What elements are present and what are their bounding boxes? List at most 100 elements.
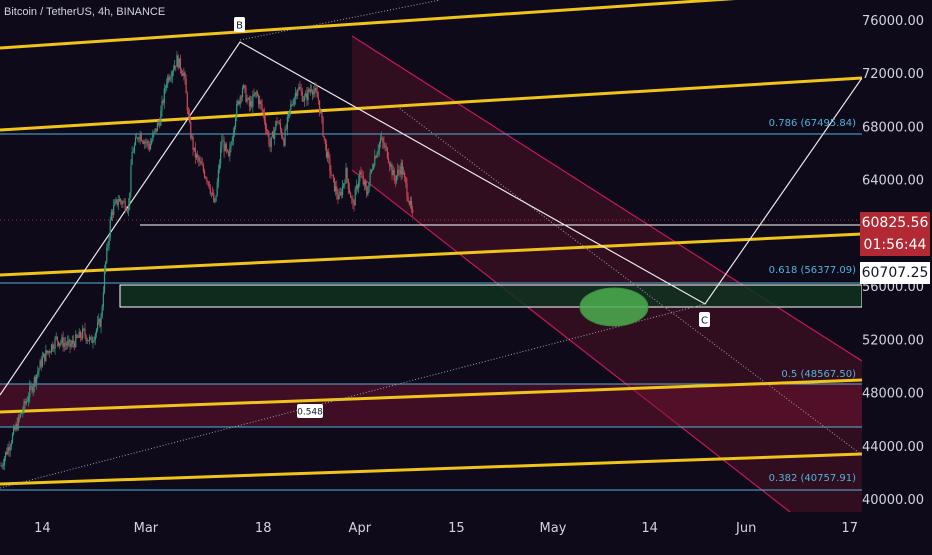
candle-body <box>377 150 379 154</box>
candle-body <box>408 201 410 205</box>
candle-body <box>312 90 314 95</box>
candle-body <box>1 465 3 467</box>
candle-body <box>333 177 336 192</box>
candle-body <box>115 199 117 202</box>
candle-body <box>235 117 237 127</box>
symbol-title[interactable]: Bitcoin / TetherUS, 4h, BINANCE <box>4 6 166 18</box>
candle-body <box>251 101 253 107</box>
candle-body <box>11 434 14 443</box>
candle-body <box>152 134 154 141</box>
x-tick-label: 18 <box>255 521 272 536</box>
x-axis[interactable]: 14 Mar 18 Apr 15 May 14 Jun 17 <box>34 521 858 536</box>
candle-body <box>239 96 241 105</box>
channel-lower-line[interactable] <box>351 169 791 512</box>
candle-body <box>133 144 135 153</box>
candle-body <box>375 156 377 158</box>
candle-body <box>192 136 194 150</box>
candle-body <box>225 143 227 150</box>
x-tick-label: Mar <box>134 521 159 536</box>
fib-label-0786: 0.786 (67495.84) <box>769 118 856 129</box>
dotted-diagonal-2[interactable] <box>239 0 441 41</box>
candle-body <box>86 340 88 342</box>
point-b-marker[interactable]: B <box>234 17 245 32</box>
candle-body <box>102 292 104 307</box>
candle-body <box>247 98 249 99</box>
candle-body <box>381 138 383 139</box>
demand-zone[interactable] <box>119 284 862 308</box>
candle-countdown-badge: 01:56:44 <box>860 234 930 256</box>
y-tick-label: 52000.00 <box>862 333 924 348</box>
candle-body <box>157 122 160 124</box>
candle-body <box>120 198 122 202</box>
candle-body <box>84 328 86 336</box>
candle-body <box>285 128 287 130</box>
candle-body <box>95 329 98 334</box>
candle-body <box>140 134 142 141</box>
candle-body <box>90 337 92 339</box>
candle-body <box>246 98 248 102</box>
candle-body <box>33 377 35 387</box>
candle-body <box>217 169 219 183</box>
candle-body <box>405 177 407 183</box>
candle-body <box>132 152 134 153</box>
candle-body <box>269 144 271 147</box>
abc-projection[interactable] <box>0 41 862 396</box>
point-c-marker[interactable]: C <box>699 312 710 327</box>
candle-body <box>209 187 211 194</box>
candle-body <box>306 93 308 101</box>
candle-body <box>274 129 276 139</box>
candle-body <box>270 136 272 147</box>
candle-body <box>159 122 161 126</box>
candle-body <box>138 138 140 140</box>
candle-body <box>258 95 260 105</box>
candle-body <box>271 131 273 137</box>
candle-body <box>230 144 232 148</box>
support-band[interactable] <box>0 384 862 427</box>
descending-channel[interactable] <box>352 36 862 512</box>
candle-body <box>353 202 355 206</box>
candle-body <box>205 177 207 179</box>
candle-body <box>45 350 47 361</box>
candle-body <box>356 185 359 189</box>
candle-body <box>339 192 341 195</box>
candle-body <box>394 179 397 182</box>
trend-line-5[interactable] <box>0 452 862 486</box>
fib-label-0382: 0.382 (40757.91) <box>769 473 856 484</box>
candle-body <box>85 335 87 341</box>
candle-body <box>401 162 403 175</box>
target-ellipse[interactable] <box>579 287 649 327</box>
candle-body <box>71 340 73 345</box>
candle-body <box>13 427 15 435</box>
candle-body <box>260 100 262 105</box>
ratio-marker[interactable]: 0.548 <box>297 404 323 418</box>
candle-body <box>335 186 337 192</box>
trend-line-2[interactable] <box>0 76 862 132</box>
candle-body <box>407 196 409 202</box>
trend-line-1[interactable] <box>0 0 862 50</box>
candle-body <box>108 237 110 245</box>
candle-body <box>51 344 53 353</box>
candle-body <box>202 165 204 172</box>
trend-line-3[interactable] <box>0 232 862 277</box>
candle-body <box>122 201 124 205</box>
candle-body <box>320 112 322 113</box>
candle-body <box>131 152 133 165</box>
candle-body <box>344 183 346 185</box>
candle-body <box>360 171 362 175</box>
dotted-diagonal-3[interactable] <box>394 104 862 456</box>
candle-body <box>25 401 27 404</box>
candle-body <box>69 339 71 347</box>
candle-body <box>412 209 414 213</box>
candle-body <box>171 71 173 77</box>
candle-body <box>307 89 309 101</box>
candle-body <box>249 101 252 107</box>
candle-body <box>198 157 200 162</box>
trend-line-4[interactable] <box>0 378 862 414</box>
candle-body <box>28 397 30 401</box>
y-tick-label: 40000.00 <box>862 493 924 508</box>
candle-body <box>72 340 75 344</box>
candle-body <box>99 319 101 327</box>
candle-body <box>21 413 23 414</box>
